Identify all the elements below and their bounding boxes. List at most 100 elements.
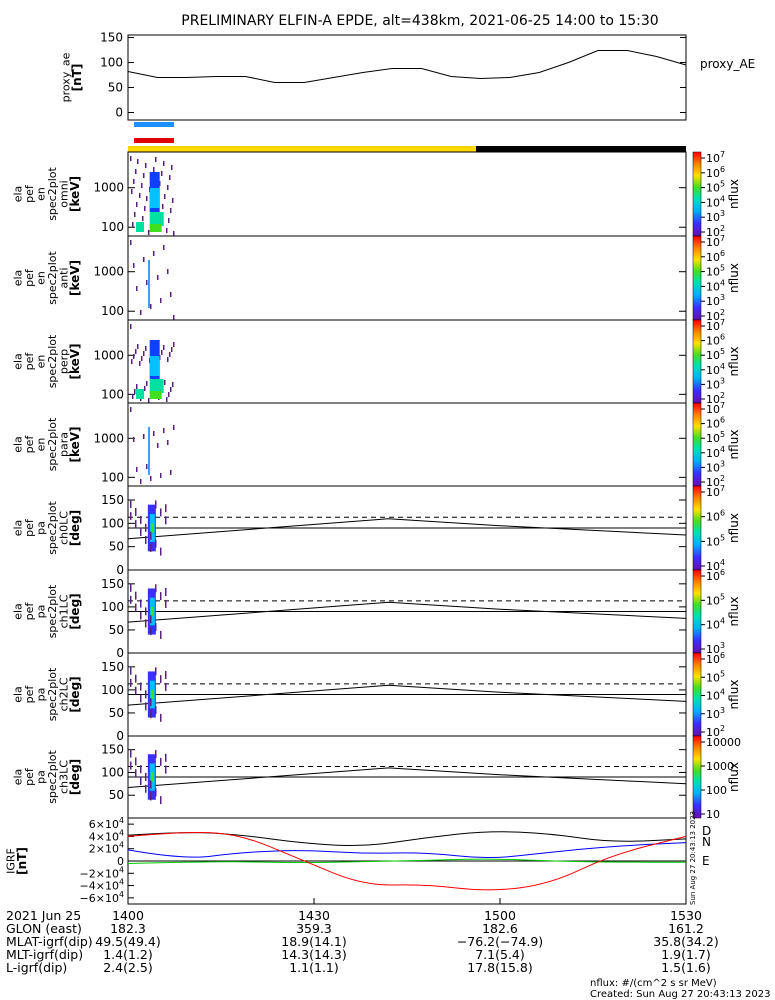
colorbar-tick-label: 107 bbox=[706, 150, 725, 165]
y-axis-label-line: spec2plot bbox=[46, 167, 59, 221]
y-tick-label: 100 bbox=[101, 600, 124, 614]
colorbar-tick-label: 104 bbox=[706, 445, 725, 460]
colorbar-tick-label: 104 bbox=[706, 278, 725, 293]
spectrogram-pixel bbox=[146, 464, 148, 469]
pa-pixel bbox=[135, 507, 137, 516]
pa-pixel bbox=[165, 753, 167, 762]
panel-frame bbox=[127, 151, 687, 237]
colorbar-tick-label: 106 bbox=[706, 416, 725, 431]
y-axis-label-line: pef bbox=[23, 268, 36, 287]
y-tick-label: 150 bbox=[101, 743, 124, 757]
panel-frame bbox=[127, 235, 687, 321]
spectrogram-pixel bbox=[146, 381, 148, 386]
colorbar-tick-label: 102 bbox=[706, 224, 725, 239]
vertical-timestamp: Sun Aug 27 20:43:13 2023 bbox=[689, 811, 697, 905]
spectrogram-pixel bbox=[160, 298, 162, 303]
y-axis-label-line: pa bbox=[34, 770, 47, 784]
orbit-row-value: 18.9(14.1) bbox=[281, 934, 346, 949]
proxy-ae-series-line bbox=[127, 50, 687, 83]
y-tick-label: 6×104 bbox=[89, 816, 124, 831]
spectrogram-pixel bbox=[171, 347, 173, 352]
spectrogram-pixel bbox=[172, 198, 174, 203]
spectrogram-pixel bbox=[172, 382, 174, 387]
colorbar-tick-label: 105 bbox=[706, 669, 725, 684]
pa-pixel bbox=[130, 583, 132, 592]
pa-pixel bbox=[160, 547, 162, 556]
loss-cone-line bbox=[127, 601, 687, 623]
y-tick-label: 0 bbox=[116, 563, 124, 577]
y-axis-label-line: pef bbox=[23, 184, 36, 203]
spectrogram-pixel bbox=[163, 428, 165, 433]
spectrogram-cell bbox=[149, 379, 164, 393]
colorbar-tick-label: 10 bbox=[706, 808, 720, 821]
legend-E: E bbox=[702, 854, 710, 868]
spectrogram-pixel bbox=[146, 280, 148, 285]
spectrogram-cell bbox=[148, 260, 150, 308]
y-axis-label-line: spec2plot bbox=[46, 417, 59, 471]
spectrogram-pixel bbox=[131, 189, 133, 194]
pa-pixel bbox=[150, 780, 152, 789]
colorbar-tick-label: 104 bbox=[706, 617, 725, 632]
spectrogram-cell bbox=[149, 391, 162, 399]
spectrogram-cell bbox=[136, 222, 144, 232]
spectrogram-pixel bbox=[171, 165, 173, 170]
pa-pixel bbox=[145, 690, 147, 699]
spectrogram-pixel bbox=[168, 392, 170, 397]
orbit-row-value: 17.8(15.8) bbox=[467, 960, 532, 975]
spectrogram-pixel bbox=[167, 269, 169, 274]
y-tick-label: 150 bbox=[101, 577, 124, 591]
orbit-row-value: 182.6 bbox=[482, 921, 518, 936]
y-axis-label-line: spec2plot bbox=[46, 251, 59, 305]
colorbar-label: nflux bbox=[727, 762, 741, 792]
y-axis-label-line: [keV] bbox=[68, 176, 82, 212]
y-axis-label-line: [deg] bbox=[68, 676, 82, 712]
panel-frame bbox=[127, 402, 687, 487]
y-axis-label-line: [nT] bbox=[70, 64, 84, 92]
loss-cone-line bbox=[127, 767, 687, 788]
orbit-row-value: 1530 bbox=[670, 908, 702, 923]
pa-cell bbox=[150, 523, 154, 533]
y-tick-label: 50 bbox=[108, 81, 123, 95]
orbit-row-value: 2.4(2.5) bbox=[103, 960, 153, 975]
pa-pixel bbox=[165, 682, 167, 691]
panel-para: 1000100elapefenspec2plotpara[keV]1071061… bbox=[11, 401, 741, 489]
spectrogram-pixel bbox=[155, 157, 157, 162]
pa-pixel bbox=[150, 698, 152, 707]
colorbar-tick-label: 10000 bbox=[706, 736, 741, 749]
y-axis-label-line: pef bbox=[23, 767, 36, 786]
pa-pixel bbox=[145, 702, 147, 711]
spectrogram-pixel bbox=[162, 204, 164, 209]
y-axis-label-line: ela bbox=[11, 186, 24, 203]
colorbar-tick-label: 1000 bbox=[706, 760, 734, 773]
y-axis-label-line: omni bbox=[57, 180, 70, 207]
spectrogram-pixel bbox=[150, 304, 152, 309]
y-axis-label-line: ela bbox=[11, 270, 24, 287]
y-tick-label: 100 bbox=[101, 220, 124, 234]
y-axis-label-line: [keV] bbox=[68, 426, 82, 462]
pa-pixel bbox=[155, 584, 157, 593]
colorbar-tick-label: 103 bbox=[706, 706, 725, 721]
igrf-series-E bbox=[127, 858, 686, 864]
y-axis-label-line: spec2plot bbox=[46, 750, 59, 804]
colorbar-tick-label: 105 bbox=[706, 533, 725, 548]
panel-proxy-ae: 150 100 50 0 proxy_AE proxy_ae[nT] bbox=[59, 31, 755, 121]
spectrogram-pixel bbox=[150, 476, 152, 481]
y-tick-label: 50 bbox=[109, 540, 124, 554]
orbit-row-value: 14.3(14.3) bbox=[281, 947, 346, 962]
spectrogram-pixel bbox=[133, 179, 135, 184]
spectrogram-pixel bbox=[133, 354, 135, 359]
spectrogram-pixel bbox=[136, 286, 138, 291]
spectrogram-pixel bbox=[140, 479, 142, 484]
spectrogram-pixel bbox=[141, 356, 143, 361]
colorbar-label: nflux bbox=[727, 597, 741, 627]
orbit-row-value: −76.2(−74.9) bbox=[457, 934, 543, 949]
spectrogram-pixel bbox=[163, 245, 165, 250]
y-tick-label: 2×104 bbox=[89, 841, 124, 856]
spectrogram-pixel bbox=[134, 212, 136, 217]
colorbar bbox=[692, 151, 702, 237]
y-axis-label-line: pa bbox=[34, 521, 47, 535]
pa-cell bbox=[150, 606, 154, 617]
orbit-info-table: 2021 Jun 25 1400 1430 1500 1530 GLON (east) 18… bbox=[6, 908, 719, 975]
